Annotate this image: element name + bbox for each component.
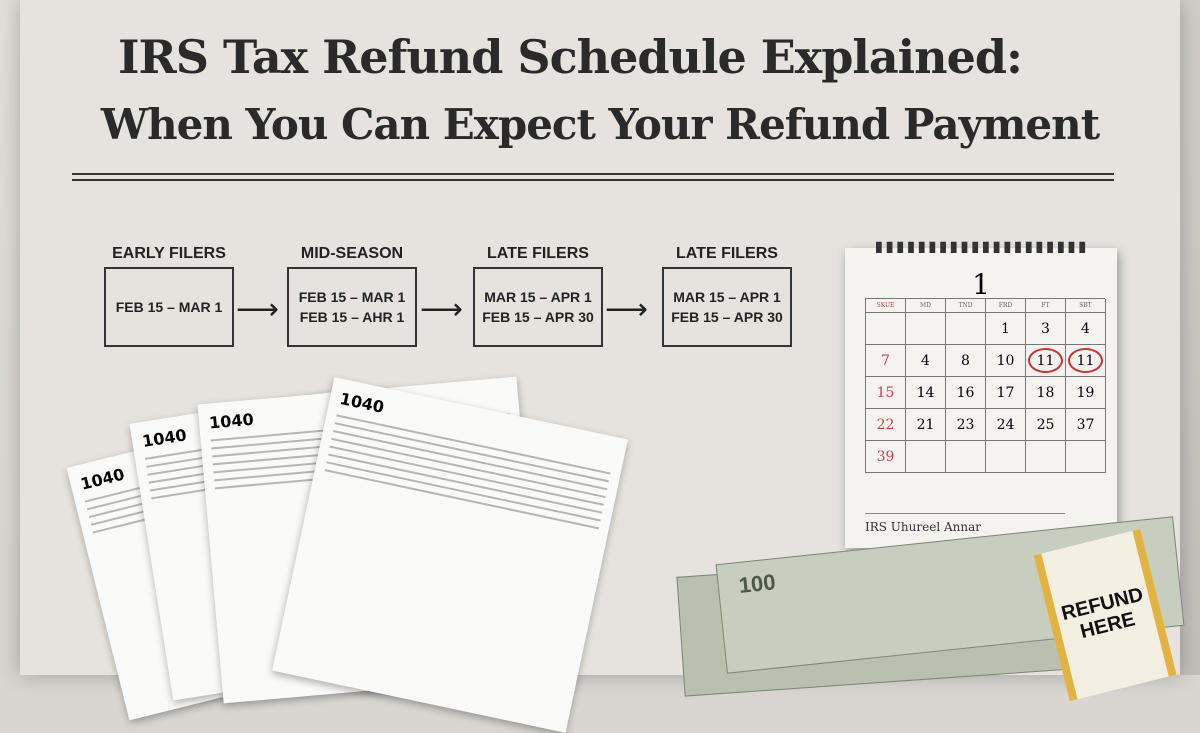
calendar-day: 14 xyxy=(906,377,946,409)
arrow-icon: ⟶ xyxy=(605,293,649,326)
calendar: ▮▮▮▮▮▮▮▮▮▮▮▮▮▮▮▮▮▮▮▮ 1 SKUE MD TND FRD FT SBT… xyxy=(845,238,1117,548)
calendar-day: 17 xyxy=(986,377,1026,409)
arrow-icon: ⟶ xyxy=(420,293,464,326)
stage-box: MAR 15 – APR 1 FEB 15 – APR 30 xyxy=(473,267,603,347)
stage-label: LATE FILERS xyxy=(487,245,589,262)
calendar-day: 4 xyxy=(1066,313,1106,345)
calendar-day: 22 xyxy=(866,409,906,441)
calendar-day xyxy=(986,441,1026,473)
calendar-month: 1 xyxy=(972,268,990,301)
calendar-day xyxy=(906,313,946,345)
calendar-day: 1 xyxy=(986,313,1026,345)
stage-box: MAR 15 – APR 1 FEB 15 – APR 30 xyxy=(662,267,792,347)
weekday-header: TND xyxy=(946,299,986,313)
headline: IRS Tax Refund Schedule Explained: xyxy=(118,30,1023,84)
calendar-day: 25 xyxy=(1026,409,1066,441)
stage-label: MID-SEASON xyxy=(300,245,404,262)
calendar-day: 3 xyxy=(1026,313,1066,345)
calendar-day: 39 xyxy=(866,441,906,473)
calendar-day: 37 xyxy=(1066,409,1106,441)
calendar-day xyxy=(866,313,906,345)
date-range: FEB 15 – APR 30 xyxy=(482,309,594,325)
calendar-day xyxy=(946,441,986,473)
weekday-header: SKUE xyxy=(866,299,906,313)
divider xyxy=(72,173,1114,175)
calendar-day: 23 xyxy=(946,409,986,441)
weekday-header: SBT xyxy=(1066,299,1106,313)
calendar-day: 4 xyxy=(906,345,946,377)
arrow-icon: ⟶ xyxy=(236,293,280,326)
calendar-grid: SKUE MD TND FRD FT SBT 1 3 4 7 4 8 10 11 11 15 14 16 17 18 1… xyxy=(865,298,1106,473)
calendar-day xyxy=(946,313,986,345)
tax-form: 1040 xyxy=(272,377,628,733)
date-range: FEB 15 – AHR 1 xyxy=(299,309,405,325)
calendar-day: 15 xyxy=(866,377,906,409)
calendar-day: 18 xyxy=(1026,377,1066,409)
spiral-binding: ▮▮▮▮▮▮▮▮▮▮▮▮▮▮▮▮▮▮▮▮ xyxy=(875,238,1090,254)
calendar-day: 21 xyxy=(906,409,946,441)
calendar-day: 19 xyxy=(1066,377,1106,409)
subheadline: When You Can Expect Your Refund Payment xyxy=(100,100,1100,149)
calendar-day: 11 xyxy=(1026,345,1066,377)
weekday-header: FT xyxy=(1026,299,1066,313)
calendar-day: 16 xyxy=(946,377,986,409)
calendar-day: 11 xyxy=(1066,345,1106,377)
divider xyxy=(72,179,1114,181)
calendar-day xyxy=(1066,441,1106,473)
weekday-header: MD xyxy=(906,299,946,313)
date-range: FEB 15 – MAR 1 xyxy=(298,289,406,305)
calendar-footer: IRS Uhureel Annar xyxy=(865,513,1065,534)
date-range: MAR 15 – APR 1 xyxy=(673,289,781,305)
date-range: FEB 15 – APR 30 xyxy=(671,309,783,325)
stage-box: FEB 15 – MAR 1 FEB 15 – AHR 1 xyxy=(287,267,417,347)
stage-label: LATE FILERS xyxy=(676,245,778,262)
calendar-day: 8 xyxy=(946,345,986,377)
date-range: FEB 15 – MAR 1 xyxy=(115,299,223,315)
calendar-day: 7 xyxy=(866,345,906,377)
cash-stack: 100 REFUND HERE xyxy=(676,516,1200,702)
stage-label: EARLY FILERS xyxy=(112,245,226,262)
calendar-day xyxy=(1026,441,1066,473)
weekday-header: FRD xyxy=(986,299,1026,313)
date-range: MAR 15 – APR 1 xyxy=(484,289,592,305)
calendar-day: 10 xyxy=(986,345,1026,377)
calendar-day: 24 xyxy=(986,409,1026,441)
calendar-day xyxy=(906,441,946,473)
stage-box: FEB 15 – MAR 1 xyxy=(104,267,234,347)
